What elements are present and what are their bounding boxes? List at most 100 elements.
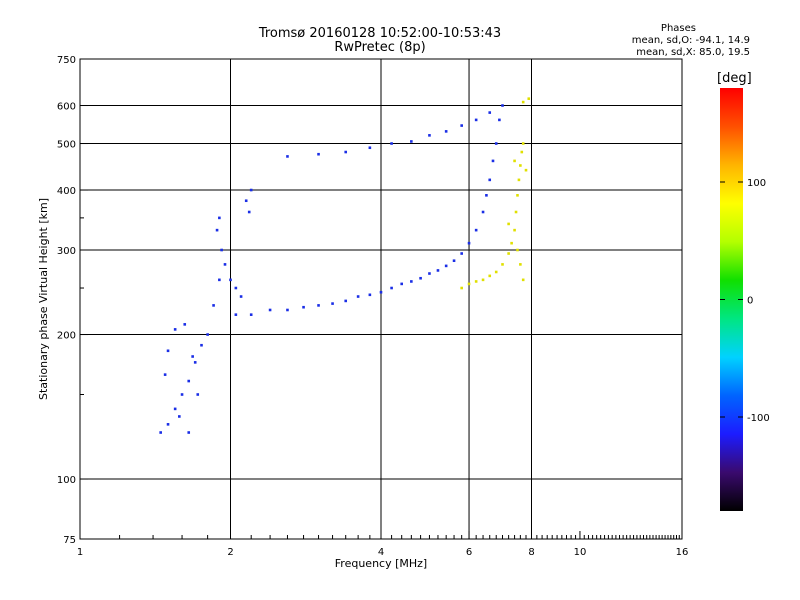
data-point-x-mode	[516, 194, 519, 197]
data-point-x-mode	[488, 274, 492, 278]
data-point-o-mode	[229, 278, 232, 282]
data-point-o-mode	[249, 188, 253, 192]
data-point-o-mode	[159, 431, 162, 434]
data-point-x-mode	[513, 228, 516, 232]
data-point-o-mode	[488, 111, 492, 114]
colorbar-tick-label: -100	[747, 413, 770, 424]
y-axis: 75 100 200 300 400 500 600 750	[57, 55, 88, 546]
data-point-o-mode	[206, 333, 209, 336]
data-point-o-mode	[183, 323, 187, 326]
data-point-x-mode	[494, 270, 498, 274]
x-tick-label: 10	[574, 547, 587, 558]
data-point-o-mode	[317, 304, 320, 307]
data-point-x-mode	[514, 210, 518, 214]
data-point-x-mode	[520, 150, 524, 154]
data-point-x-mode	[527, 97, 531, 100]
data-point-o-mode	[166, 349, 170, 353]
data-point-o-mode	[344, 150, 348, 154]
data-point-x-mode	[474, 280, 478, 283]
x-tick-label: 1	[77, 547, 83, 558]
data-point-o-mode	[444, 130, 448, 133]
data-point-o-mode	[494, 142, 498, 145]
data-point-o-mode	[474, 228, 478, 232]
data-point-o-mode	[286, 155, 289, 158]
data-point-x-mode	[521, 142, 525, 145]
data-point-x-mode	[519, 164, 522, 167]
data-point-o-mode	[488, 178, 492, 182]
data-point-x-mode	[481, 278, 485, 282]
colorbar-tick-label: 0	[747, 296, 753, 307]
data-point-o-mode	[286, 308, 289, 312]
data-point-o-mode	[215, 228, 219, 232]
data-point-o-mode	[444, 264, 448, 268]
phases-title: Phases	[660, 23, 696, 34]
data-point-o-mode	[178, 415, 181, 418]
data-point-o-mode	[191, 355, 194, 358]
data-point-o-mode	[498, 118, 501, 122]
x-axis: 1 2 4 6 8 10 16	[77, 531, 689, 558]
data-point-x-mode	[517, 178, 521, 182]
data-point-o-mode	[390, 286, 393, 290]
data-point-o-mode	[223, 263, 227, 266]
data-point-o-mode	[481, 210, 485, 214]
data-point-x-mode	[507, 222, 510, 226]
data-point-o-mode	[410, 140, 413, 143]
data-point-o-mode	[331, 302, 334, 305]
data-point-o-mode	[485, 194, 488, 197]
data-point-o-mode	[200, 343, 203, 347]
data-point-o-mode	[467, 241, 471, 245]
data-point-o-mode	[400, 282, 403, 286]
data-point-x-mode	[510, 241, 513, 245]
phases-x-stats: mean, sd,X: 85.0, 19.5	[636, 47, 750, 58]
data-point-o-mode	[239, 295, 243, 298]
x-tick-label: 6	[466, 547, 472, 558]
data-point-o-mode	[428, 134, 431, 137]
data-point-o-mode	[344, 299, 348, 303]
data-point-o-mode	[193, 361, 197, 364]
y-axis-label: Stationary phase Virtual Height [km]	[37, 198, 50, 400]
data-point-o-mode	[410, 280, 413, 283]
data-point-o-mode	[244, 199, 248, 203]
data-point-o-mode	[501, 104, 504, 107]
data-point-o-mode	[368, 293, 372, 297]
data-point-o-mode	[173, 407, 177, 411]
colorbar-ticks: 100 0 -100	[720, 178, 770, 424]
y-tick-label: 600	[57, 102, 76, 113]
y-tick-label: 400	[57, 186, 76, 197]
colorbar: [deg] 100 0 -100	[717, 71, 770, 511]
x-tick-label: 4	[378, 547, 384, 558]
chart-title: Tromsø 20160128 10:52:00-10:53:43	[258, 26, 502, 41]
data-point-o-mode	[379, 290, 383, 294]
y-tick-label: 100	[57, 475, 76, 486]
y-tick-label: 500	[57, 140, 76, 151]
x-tick-label: 16	[676, 547, 689, 558]
data-point-o-mode	[452, 259, 456, 263]
data-point-o-mode	[460, 124, 463, 127]
colorbar-label: [deg]	[717, 71, 752, 86]
data-point-o-mode	[196, 393, 200, 396]
data-point-o-mode	[419, 276, 422, 280]
data-point-o-mode	[428, 272, 431, 275]
data-point-o-mode	[173, 328, 177, 331]
data-point-o-mode	[491, 159, 495, 163]
y-tick-label: 200	[57, 331, 76, 342]
data-point-o-mode	[234, 313, 238, 316]
data-point-x-mode	[513, 159, 516, 163]
phases-o-stats: mean, sd,O: -94.1, 14.9	[631, 35, 750, 46]
y-tick-label: 300	[57, 246, 76, 257]
data-point-o-mode	[460, 252, 463, 255]
y-tick-label: 75	[63, 535, 76, 546]
y-tick-label: 750	[57, 55, 76, 66]
x-tick-label: 2	[227, 547, 233, 558]
data-point-x-mode	[521, 278, 525, 282]
x-tick-label: 8	[528, 547, 534, 558]
data-point-o-mode	[317, 152, 320, 156]
data-point-x-mode	[521, 100, 525, 104]
data-point-o-mode	[220, 248, 223, 252]
data-point-x-mode	[524, 168, 528, 172]
data-point-o-mode	[390, 142, 393, 145]
data-point-o-mode	[268, 308, 272, 312]
data-point-o-mode	[218, 278, 221, 282]
